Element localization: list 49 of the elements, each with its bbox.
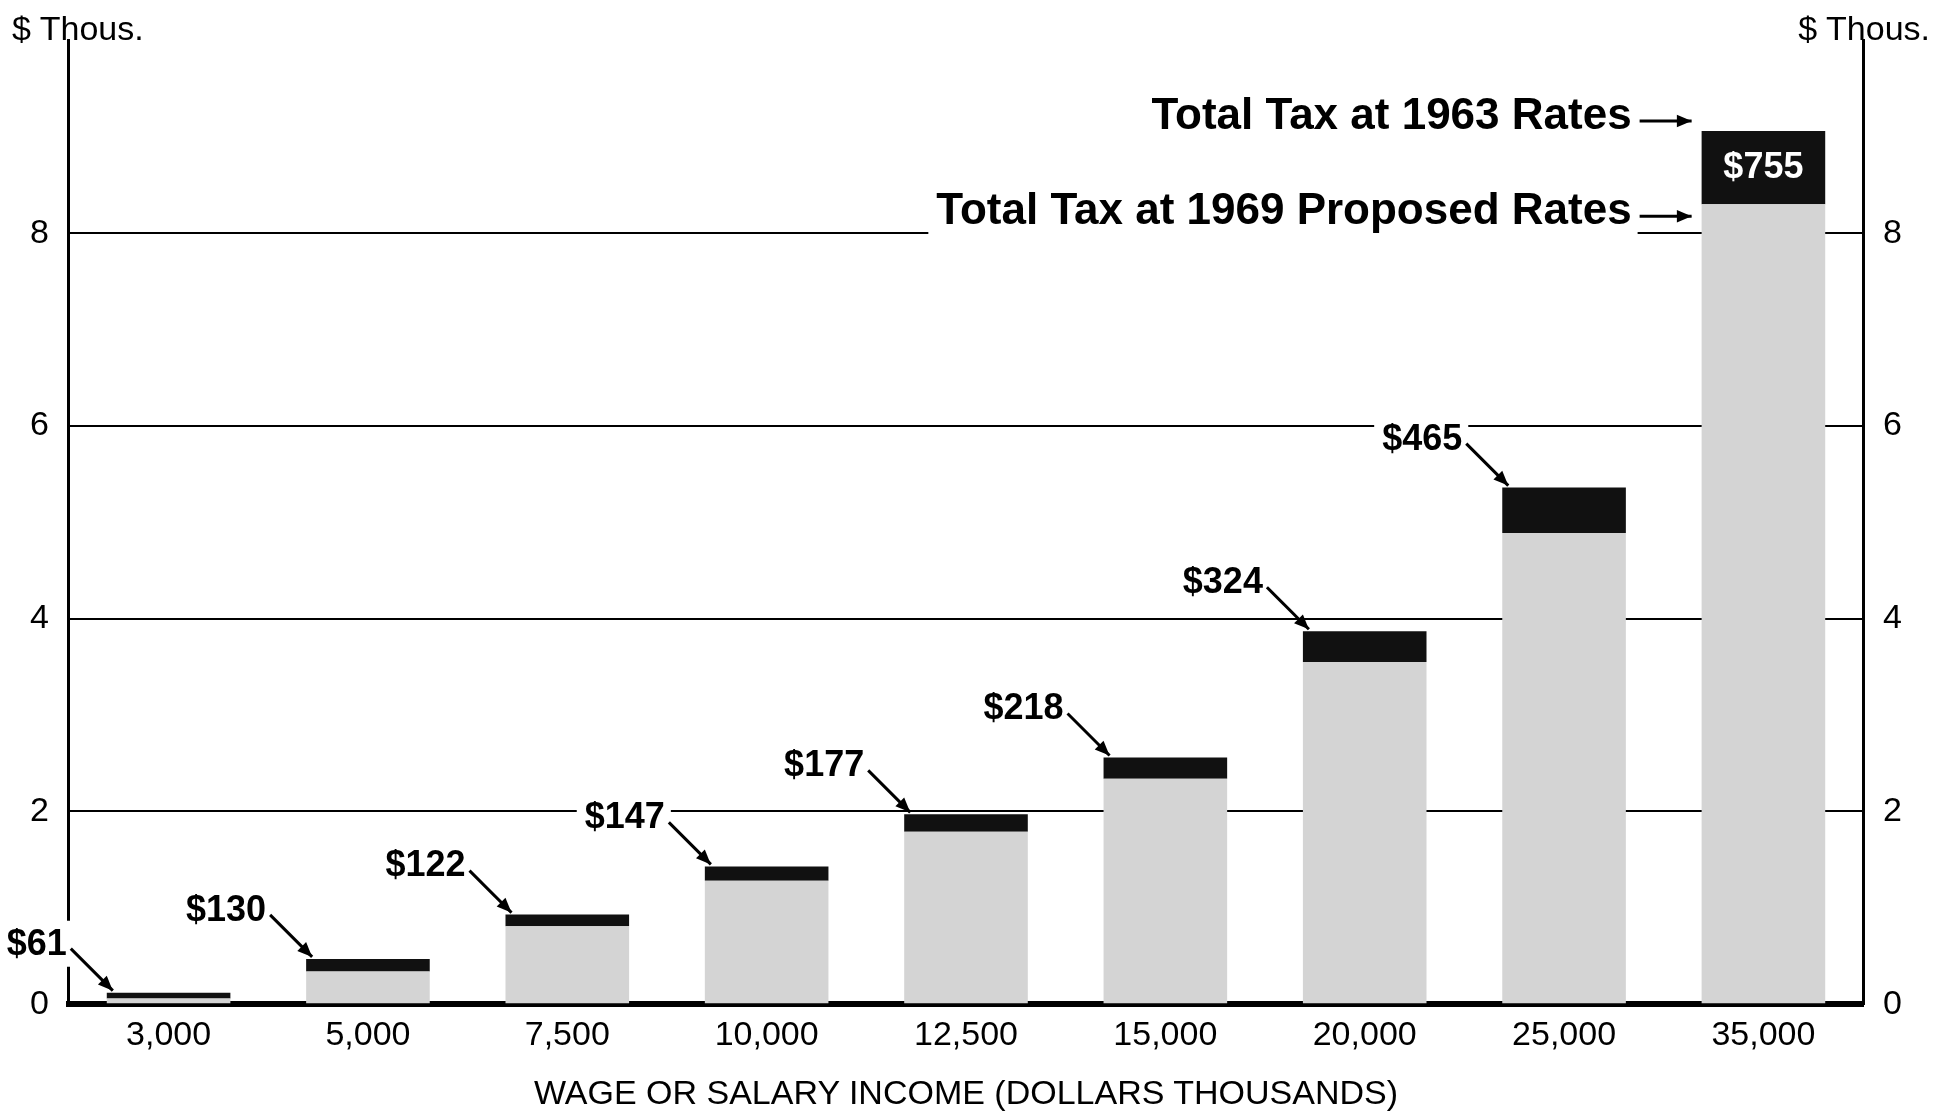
bar [306, 971, 430, 1004]
x-tick-label: 10,000 [714, 1013, 819, 1052]
y-tick-label: 6 [29, 404, 49, 443]
y2-tick-label: 6 [1883, 404, 1903, 443]
x-tick-label: 7,500 [524, 1013, 610, 1052]
x-tick-label: 5,000 [325, 1013, 411, 1052]
bar [106, 998, 231, 1004]
x-tick-label: 12,500 [914, 1013, 1018, 1052]
bar [1103, 757, 1228, 779]
annotation: $122 [385, 843, 466, 885]
y2-tick-label: 0 [1883, 982, 1903, 1021]
bar [505, 926, 630, 1004]
y-tick-label: 0 [29, 982, 49, 1021]
bar [1502, 532, 1626, 1004]
x-tick-label: 3,000 [126, 1013, 212, 1052]
bar [1302, 662, 1427, 1004]
y-axis-title: $ Thous. [12, 9, 144, 48]
annotation: $130 [186, 887, 267, 929]
bar [1103, 778, 1228, 1004]
y2-tick-label: 8 [1883, 211, 1903, 250]
annotation: $218 [983, 686, 1064, 728]
annotation: $61 [6, 921, 67, 963]
annotation: $755 [1723, 144, 1804, 186]
y-tick-label: 4 [29, 597, 49, 636]
series-label: Total Tax at 1969 Proposed Rates [936, 184, 1632, 234]
y2-axis-title: $ Thous. [1798, 9, 1930, 48]
y-tick-label: 2 [29, 789, 49, 828]
x-tick-label: 20,000 [1312, 1013, 1417, 1052]
bar [904, 831, 1028, 1004]
bar [704, 866, 829, 881]
x-tick-label: 15,000 [1113, 1013, 1218, 1052]
bar [704, 880, 829, 1004]
x-tick-label: 25,000 [1512, 1013, 1617, 1052]
x-axis-title: WAGE OR SALARY INCOME (DOLLARS THOUSANDS) [533, 1073, 1399, 1112]
annotation: $177 [784, 743, 865, 785]
bar [1502, 487, 1626, 533]
bar [1701, 204, 1826, 1004]
y2-tick-label: 2 [1883, 789, 1903, 828]
bar [1302, 631, 1427, 663]
bar [904, 814, 1028, 832]
y2-tick-label: 4 [1883, 597, 1903, 636]
series-label: Total Tax at 1963 Rates [1151, 89, 1632, 139]
annotation: $324 [1182, 560, 1263, 602]
bar [505, 914, 630, 927]
y-tick-label: 8 [29, 211, 49, 250]
annotation: $465 [1382, 416, 1463, 458]
annotation: $147 [584, 795, 665, 837]
bar [306, 958, 430, 972]
x-tick-label: 35,000 [1711, 1013, 1816, 1052]
